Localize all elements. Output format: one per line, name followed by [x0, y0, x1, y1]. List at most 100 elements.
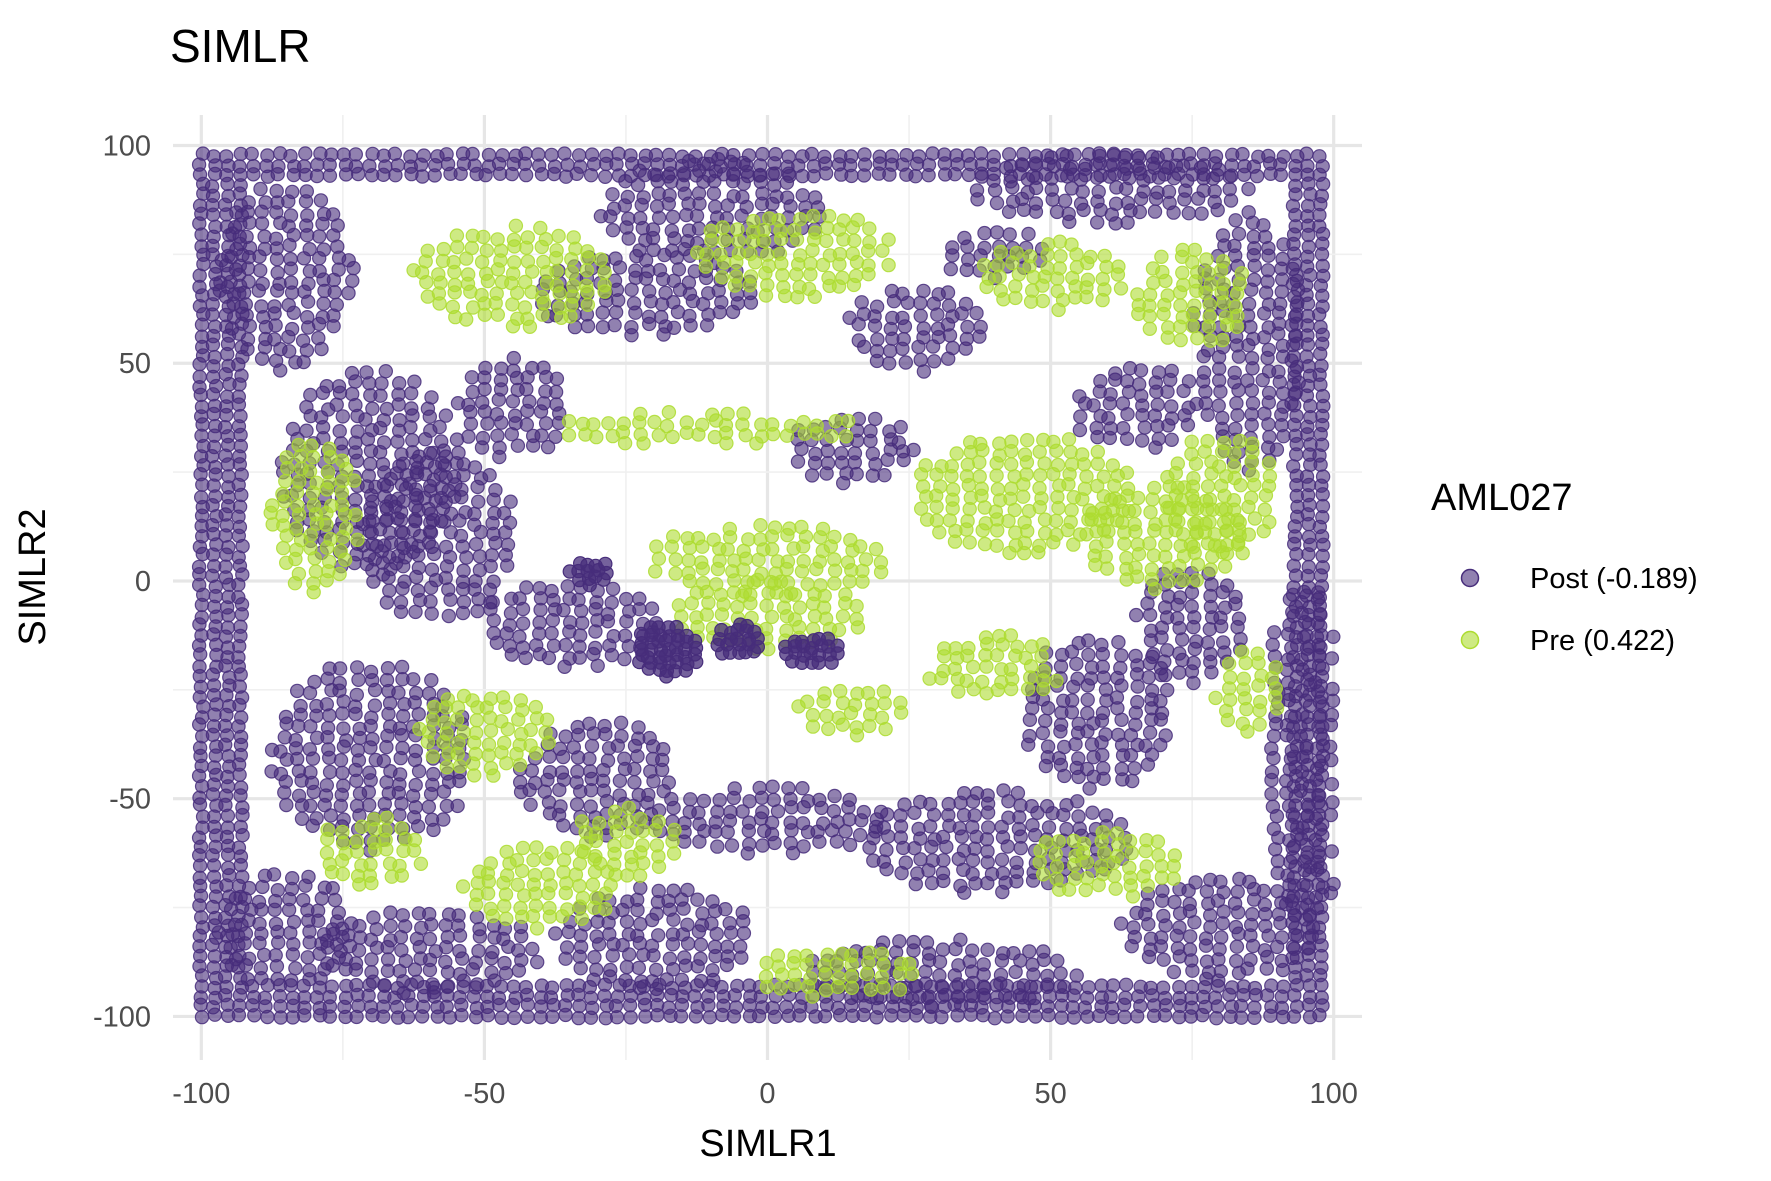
pre-point [1151, 848, 1166, 863]
post-point [1231, 611, 1247, 626]
pre-point [635, 838, 650, 853]
post-point [1006, 946, 1021, 961]
pre-point [275, 486, 290, 502]
pre-point [579, 263, 595, 278]
legend-key [1460, 630, 1480, 650]
pre-point [760, 277, 775, 293]
post-point [1133, 363, 1149, 378]
pre-point [593, 252, 609, 267]
post-point [300, 310, 315, 325]
post-point [896, 332, 911, 347]
pre-point [720, 406, 735, 422]
post-point [411, 503, 426, 518]
post-point [898, 355, 914, 370]
post-point [238, 926, 254, 941]
pre-point [539, 712, 555, 728]
pre-point [773, 574, 789, 589]
post-point [405, 433, 420, 448]
post-point [1010, 785, 1026, 801]
post-point [416, 148, 432, 163]
post-point [1301, 559, 1317, 575]
pre-point [278, 474, 293, 489]
post-point [464, 370, 480, 385]
pre-point [601, 416, 616, 431]
post-point [336, 812, 351, 827]
pre-point [500, 868, 515, 883]
pre-point [835, 609, 851, 624]
pre-point [1173, 332, 1188, 348]
post-point [1028, 170, 1044, 185]
pre-point [1008, 525, 1023, 540]
post-point [335, 765, 350, 781]
post-point [842, 310, 857, 325]
post-point [893, 419, 908, 435]
post-point [781, 149, 796, 164]
post-point [301, 276, 316, 291]
post-point [1194, 206, 1209, 221]
post-point [1284, 353, 1299, 368]
post-point [465, 146, 480, 162]
post-point [1193, 160, 1209, 175]
post-point [936, 853, 951, 868]
post-point [766, 792, 782, 808]
post-point [1299, 349, 1314, 364]
pre-point [1101, 524, 1116, 539]
post-point [350, 743, 365, 758]
post-point [1186, 655, 1201, 671]
post-point [1137, 420, 1153, 435]
pre-point [523, 738, 538, 753]
post-point [233, 780, 249, 795]
pre-point [1216, 276, 1231, 292]
post-point [359, 365, 374, 380]
pre-point [833, 683, 848, 699]
pre-point [827, 576, 842, 591]
post-point [302, 241, 317, 257]
post-point [682, 308, 697, 324]
post-point [1262, 429, 1277, 445]
pre-point [901, 956, 917, 972]
pre-point [699, 584, 715, 600]
pre-point [1113, 281, 1129, 296]
post-point [563, 615, 578, 630]
post-point [1266, 625, 1282, 640]
post-point [1070, 671, 1085, 686]
pre-point [335, 453, 350, 468]
pre-point [1175, 265, 1190, 280]
post-point [518, 146, 533, 161]
post-point [244, 146, 259, 161]
post-point [605, 187, 620, 202]
post-point [965, 819, 980, 835]
post-point [1312, 709, 1327, 725]
post-point [1114, 761, 1130, 777]
post-point [268, 916, 284, 932]
post-point [1222, 181, 1237, 197]
post-point [868, 411, 883, 427]
post-point [409, 685, 424, 701]
pre-point [760, 247, 775, 262]
pre-point [1222, 670, 1238, 685]
post-point [408, 743, 423, 759]
post-point [1219, 578, 1235, 593]
pre-point [1085, 506, 1100, 521]
post-point [617, 628, 633, 644]
post-point [1279, 785, 1294, 801]
pre-point [1119, 465, 1135, 480]
pre-point [776, 280, 791, 295]
post-point [661, 1000, 677, 1015]
post-point [1113, 660, 1128, 676]
post-point [571, 148, 587, 163]
pre-point [827, 552, 842, 567]
post-point [373, 388, 388, 403]
pre-point [574, 814, 590, 829]
post-point [1295, 900, 1310, 916]
post-point [1155, 980, 1171, 995]
post-point [519, 382, 534, 397]
post-point [1022, 712, 1038, 728]
pre-point [1032, 481, 1047, 496]
post-point [932, 954, 948, 970]
post-point [765, 779, 780, 794]
pre-point [1041, 237, 1056, 252]
post-point [362, 765, 377, 780]
pre-point [508, 218, 524, 233]
post-point [291, 788, 307, 804]
